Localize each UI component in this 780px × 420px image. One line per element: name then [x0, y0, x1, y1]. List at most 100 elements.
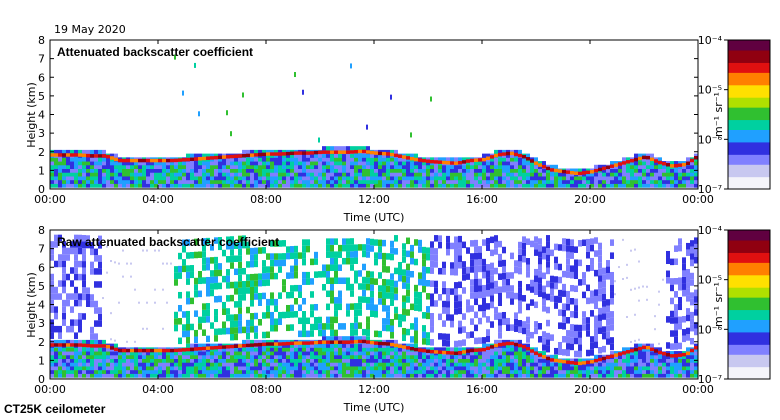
backscatter-cell	[382, 354, 386, 360]
backscatter-cell	[266, 369, 270, 374]
backscatter-cell	[94, 365, 98, 371]
backscatter-cell	[642, 354, 646, 360]
cloud-base-cell	[446, 161, 450, 165]
backscatter-cell	[390, 347, 394, 352]
noise-cell	[246, 241, 250, 249]
cloud-base-cell	[550, 358, 554, 362]
noise-cell	[202, 244, 206, 252]
noise-cell	[58, 234, 62, 242]
cloud-base-cell	[306, 151, 310, 155]
backscatter-cell	[278, 161, 282, 166]
backscatter-cell	[334, 168, 338, 173]
backscatter-cell	[110, 172, 114, 177]
cloud-base-cell	[694, 155, 698, 160]
backscatter-cell	[206, 172, 210, 177]
noise-cell	[78, 273, 82, 281]
noise-cell	[590, 342, 594, 350]
backscatter-cell	[582, 358, 586, 363]
noise-cell	[430, 319, 434, 327]
noise-cell	[114, 339, 116, 342]
cloud-base-cell	[618, 352, 622, 356]
noise-cell	[362, 289, 366, 297]
noise-cell	[302, 317, 306, 325]
noise-cell	[74, 267, 78, 274]
noise-cell	[534, 288, 538, 296]
noise-cell	[186, 310, 190, 318]
noise-cell	[362, 283, 366, 290]
backscatter-cell	[502, 347, 506, 352]
cloud-base-cell	[98, 154, 102, 158]
backscatter-cell	[186, 365, 190, 371]
noise-cell	[430, 241, 434, 248]
backscatter-cell	[222, 175, 226, 181]
noise-cell	[538, 257, 542, 265]
backscatter-cell	[210, 373, 214, 378]
backscatter-cell	[106, 183, 110, 188]
noise-cell	[382, 292, 386, 299]
colorbar-swatch	[728, 234, 770, 239]
noise-cell	[58, 293, 62, 300]
backscatter-cell	[642, 365, 646, 371]
backscatter-cell	[318, 153, 322, 158]
backscatter-cell	[162, 354, 166, 360]
colorbar-swatch	[728, 136, 770, 140]
backscatter-cell	[302, 373, 306, 378]
backscatter-cell	[62, 175, 66, 181]
noise-cell	[682, 283, 686, 290]
backscatter-cell	[170, 183, 174, 188]
cloud-base-cell	[622, 161, 626, 165]
noise-cell	[690, 240, 694, 247]
backscatter-cell	[610, 168, 614, 173]
backscatter-cell	[62, 172, 66, 177]
noise-cell	[446, 294, 450, 302]
noise-cell	[518, 300, 522, 307]
backscatter-cell	[270, 347, 274, 352]
backscatter-cell	[442, 373, 446, 378]
backscatter-cell	[606, 358, 610, 363]
noise-cell	[126, 340, 128, 343]
backscatter-cell	[158, 369, 162, 374]
backscatter-cell	[282, 179, 286, 184]
backscatter-cell	[302, 351, 306, 356]
backscatter-cell	[230, 183, 234, 188]
backscatter-cell	[510, 373, 514, 378]
backscatter-cell	[74, 183, 78, 188]
backscatter-cell	[446, 369, 450, 374]
noise-cell	[562, 290, 566, 297]
y-tick-label: 8	[38, 34, 45, 47]
backscatter-cell	[614, 179, 618, 184]
cloud-base-cell	[522, 154, 526, 159]
noise-cell	[334, 303, 338, 311]
backscatter-cell	[66, 164, 70, 170]
backscatter-cell	[550, 369, 554, 374]
backscatter-cell	[154, 369, 158, 374]
backscatter-cell	[330, 183, 334, 188]
backscatter-cell	[394, 373, 398, 378]
noise-cell	[578, 279, 582, 286]
noise-cell	[110, 312, 112, 315]
backscatter-cell	[394, 339, 398, 345]
colorbar-swatch	[728, 62, 770, 66]
backscatter-cell	[338, 343, 342, 348]
backscatter-cell	[646, 164, 650, 170]
backscatter-cell	[478, 161, 482, 166]
noise-cell	[186, 265, 190, 272]
backscatter-cell	[694, 343, 698, 348]
backscatter-cell	[126, 354, 130, 360]
cloud-base-cell	[66, 343, 70, 347]
cloud-base-cell	[214, 345, 218, 350]
noise-cell	[330, 297, 334, 304]
backscatter-cell	[290, 179, 294, 184]
backscatter-cell	[238, 354, 242, 360]
backscatter-cell	[278, 369, 282, 374]
backscatter-cell	[210, 164, 214, 170]
backscatter-cell	[194, 343, 198, 348]
backscatter-cell	[386, 183, 390, 188]
backscatter-cell	[546, 172, 550, 177]
backscatter-cell	[266, 362, 270, 367]
backscatter-cell	[678, 362, 682, 367]
noise-cell	[94, 268, 98, 275]
noise-cell	[302, 278, 306, 285]
backscatter-cell	[686, 172, 690, 177]
